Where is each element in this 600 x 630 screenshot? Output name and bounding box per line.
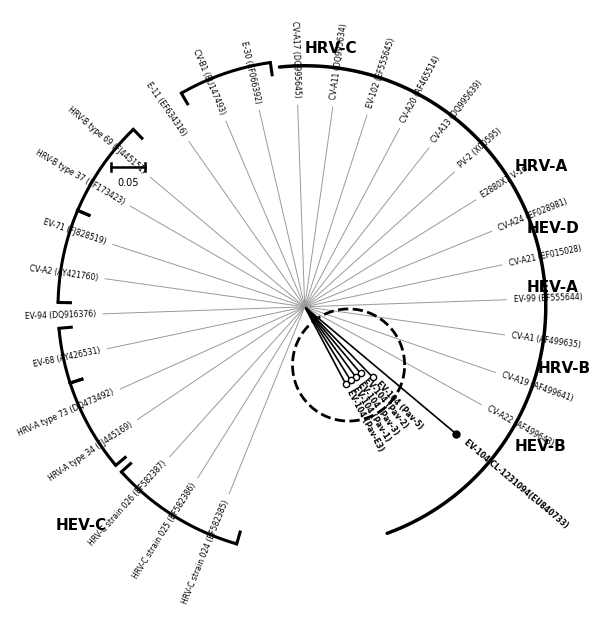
Text: CV-A1 (AF499635): CV-A1 (AF499635): [511, 331, 581, 350]
Text: EV-104 CL-1231094(EU840733): EV-104 CL-1231094(EU840733): [462, 438, 569, 530]
Text: HEV-D: HEV-D: [526, 221, 579, 236]
Text: CV-A24 (EF028981): CV-A24 (EF028981): [497, 197, 569, 232]
Text: PV-2 (X00595): PV-2 (X00595): [457, 127, 504, 170]
Text: HRV-B type 37 (EF173423): HRV-B type 37 (EF173423): [34, 147, 126, 206]
Text: CV-A22 (AF499643): CV-A22 (AF499643): [485, 404, 555, 449]
Text: HRV-A: HRV-A: [515, 159, 568, 174]
Text: HRV-C strain 025 (EF582386): HRV-C strain 025 (EF582386): [131, 482, 198, 581]
Text: CV-A2 (AY421760): CV-A2 (AY421760): [28, 263, 98, 282]
Text: CV-A21 (EF015028): CV-A21 (EF015028): [508, 244, 583, 268]
Text: E-11 (EF634316): E-11 (EF634316): [145, 81, 188, 138]
Text: EV-68 (AY426531): EV-68 (AY426531): [32, 346, 101, 369]
Text: EV-94 (DQ916376): EV-94 (DQ916376): [25, 309, 96, 321]
Text: HRV-A type 34 (FJ445169): HRV-A type 34 (FJ445169): [47, 420, 134, 483]
Text: HEV-C: HEV-C: [55, 518, 106, 533]
Text: EV-102 (EF555645): EV-102 (EF555645): [365, 37, 396, 110]
Text: CV-A19 (AF499641): CV-A19 (AF499641): [501, 370, 574, 403]
Text: HEV-B: HEV-B: [515, 440, 566, 454]
Text: HRV-A type 73 (DQ473492): HRV-A type 73 (DQ473492): [17, 387, 116, 438]
Text: EV-99 (EF555644): EV-99 (EF555644): [514, 292, 583, 304]
Text: CV-A13 (DQ995639): CV-A13 (DQ995639): [430, 79, 484, 145]
Text: E-30 (EF066392): E-30 (EF066392): [239, 40, 262, 104]
Text: EV-104 (Pav-5): EV-104 (Pav-5): [374, 379, 425, 431]
Text: HRV-C strain 024 (EF582385): HRV-C strain 024 (EF582385): [181, 499, 230, 605]
Text: EV-104 (Pav-3): EV-104 (Pav-3): [356, 381, 401, 437]
Text: HRV-B type 69 (FJ445151): HRV-B type 69 (FJ445151): [66, 105, 148, 176]
Text: EV-104 (Pav-E3): EV-104 (Pav-E3): [345, 388, 385, 452]
Text: CV-B1 (EU147493): CV-B1 (EU147493): [191, 48, 227, 116]
Text: HRV-C strain 026 (EF582387): HRV-C strain 026 (EF582387): [87, 459, 168, 548]
Text: CV-A20 (AF465514): CV-A20 (AF465514): [399, 54, 442, 124]
Text: EV-104 (Pav-1): EV-104 (Pav-1): [351, 384, 392, 443]
Text: HEV-A: HEV-A: [526, 280, 578, 295]
Text: EV-71 (FJ828519): EV-71 (FJ828519): [42, 217, 107, 246]
Text: CV-A17 (DQ995645): CV-A17 (DQ995645): [290, 21, 302, 98]
Text: EV-104 (Pav-2): EV-104 (Pav-2): [362, 376, 409, 430]
Text: E2880X1 V-1d: E2880X1 V-1d: [479, 164, 530, 200]
Text: CV-A11 (DQ995634): CV-A11 (DQ995634): [329, 23, 349, 100]
Text: 0.05: 0.05: [118, 178, 139, 188]
Text: HRV-B: HRV-B: [538, 361, 590, 376]
Text: HRV-C: HRV-C: [305, 42, 358, 57]
